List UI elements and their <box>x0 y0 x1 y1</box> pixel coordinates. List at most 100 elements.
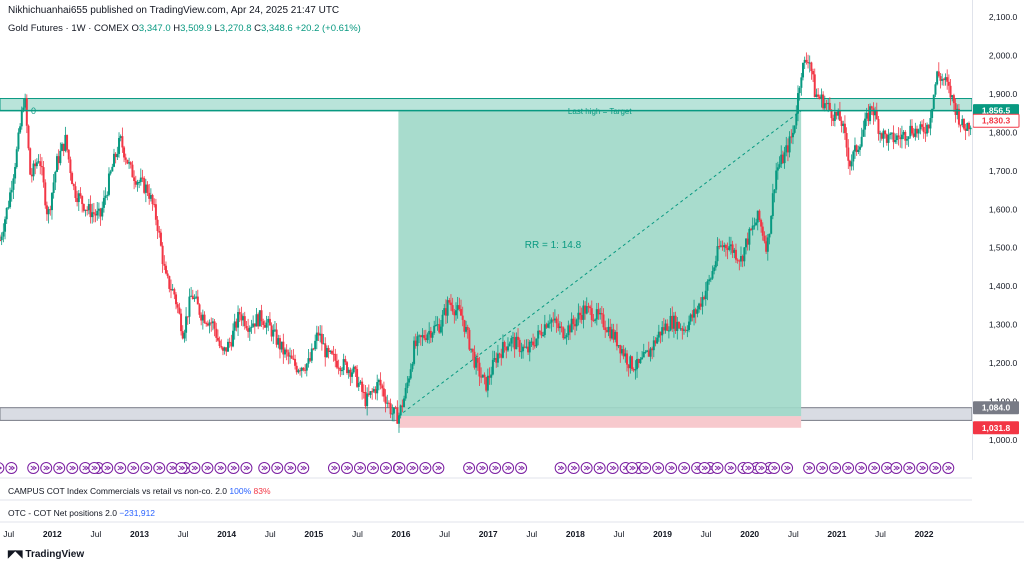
candle-body <box>807 62 810 64</box>
candle-body <box>694 309 697 314</box>
candle-body <box>760 219 763 227</box>
tv-logo-text: TradingView <box>25 549 85 560</box>
candle-body <box>320 333 323 344</box>
candle-body <box>330 350 333 354</box>
candle-body <box>126 159 129 164</box>
candle-body <box>164 265 167 274</box>
candle-body <box>946 77 949 82</box>
candle-body <box>813 74 816 98</box>
candle-body <box>490 374 493 378</box>
candle-body <box>758 210 761 220</box>
candle-body <box>537 330 540 339</box>
candle-body <box>614 332 617 340</box>
candle-body <box>688 321 691 330</box>
tv-logo-icon: ◤◥ <box>8 549 22 560</box>
candle-body <box>159 232 162 246</box>
candle-body <box>875 110 878 120</box>
candle-body <box>738 260 741 262</box>
candle-body <box>942 79 945 81</box>
chevron-icon <box>422 465 430 471</box>
candle-body <box>647 350 650 357</box>
candle-body <box>739 256 742 262</box>
candle-body <box>533 345 536 347</box>
candle-body <box>939 76 942 81</box>
chevron-icon <box>893 465 901 471</box>
candle-body <box>314 340 317 350</box>
candle-body <box>260 310 263 322</box>
candle-body <box>741 256 744 262</box>
candle-body <box>845 133 848 148</box>
symbol-title[interactable]: Gold Futures · 1W · COMEX <box>8 23 129 34</box>
candle-body <box>523 346 526 348</box>
candle-body <box>646 350 649 352</box>
open-value: 3,347.0 <box>138 23 171 34</box>
chevron-icon <box>745 465 752 471</box>
candle-body <box>961 119 964 125</box>
candle-body <box>453 311 456 316</box>
chevron-icon <box>274 465 282 471</box>
chevron-icon <box>681 465 688 471</box>
candle-body <box>751 225 754 230</box>
candle-body <box>962 119 965 129</box>
candle-body <box>230 342 233 347</box>
candle-body <box>310 348 313 361</box>
chevron-icon <box>479 465 486 471</box>
candle-body <box>446 300 449 316</box>
candle-body <box>584 305 587 314</box>
candle-body <box>322 343 325 345</box>
chevron-icon <box>191 465 199 471</box>
candle-body <box>12 178 15 190</box>
x-tick-label: Jul <box>178 529 189 539</box>
candle-body <box>315 332 318 341</box>
candle-body <box>947 81 950 86</box>
chevron-icon <box>30 465 38 471</box>
candle-body <box>255 314 258 327</box>
candle-body <box>112 153 115 167</box>
candle-body <box>879 133 882 135</box>
candle-body <box>221 347 224 351</box>
chevron-icon <box>806 465 813 471</box>
candle-body <box>743 247 746 262</box>
candle-body <box>335 360 338 368</box>
candle-body <box>257 314 260 327</box>
candle-body <box>273 329 276 331</box>
candle-body <box>418 335 421 337</box>
time-axis: Jul 2012 Jul 2013 Jul 2014 Jul 2015 Jul 2016 Jul 20… <box>3 529 933 539</box>
candle-body <box>914 128 917 137</box>
candle-body <box>101 207 104 217</box>
indicator-label-otc-cot[interactable]: OTC - COT Net positions 2.0 −231,912 <box>8 508 155 518</box>
candle-body <box>136 182 139 185</box>
low-label: L <box>214 23 220 34</box>
candle-body <box>25 98 28 126</box>
candle-body <box>582 305 585 320</box>
x-tick-label: 2021 <box>827 529 846 539</box>
candle-body <box>632 369 635 371</box>
candle-body <box>19 126 22 133</box>
candle-body <box>517 336 520 340</box>
candle-body <box>491 359 494 375</box>
candle-body <box>444 308 447 316</box>
candle-body <box>40 166 43 168</box>
candle-body <box>753 225 756 227</box>
candle-body <box>245 326 248 329</box>
candle-body <box>966 122 969 131</box>
candle-body <box>525 346 528 348</box>
candle-body <box>587 306 590 308</box>
candle-body <box>267 318 270 323</box>
candle-body <box>793 125 796 133</box>
x-tick-label: Jul <box>701 529 712 539</box>
candle-body <box>964 128 967 131</box>
candle-body <box>666 323 669 331</box>
candle-body <box>788 136 791 153</box>
candle-body <box>840 120 843 126</box>
tradingview-logo[interactable]: ◤◥ TradingView <box>8 549 84 560</box>
candle-body <box>954 103 957 115</box>
candle-body <box>884 130 887 135</box>
candle-body <box>528 341 531 353</box>
candle-body <box>766 237 769 252</box>
chevron-icon <box>409 465 417 471</box>
candle-body <box>329 350 332 352</box>
candle-body <box>480 376 483 378</box>
indicator-label-campus-cot[interactable]: CAMPUS COT Index Commercials vs retail v… <box>8 486 271 496</box>
